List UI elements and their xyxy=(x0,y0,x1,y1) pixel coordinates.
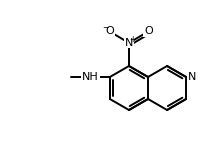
Text: N: N xyxy=(188,72,196,82)
Text: N: N xyxy=(125,38,133,48)
Text: O: O xyxy=(105,26,114,36)
Text: −: − xyxy=(102,23,108,32)
Text: +: + xyxy=(129,35,136,44)
Text: NH: NH xyxy=(82,72,99,82)
Text: O: O xyxy=(144,26,153,36)
